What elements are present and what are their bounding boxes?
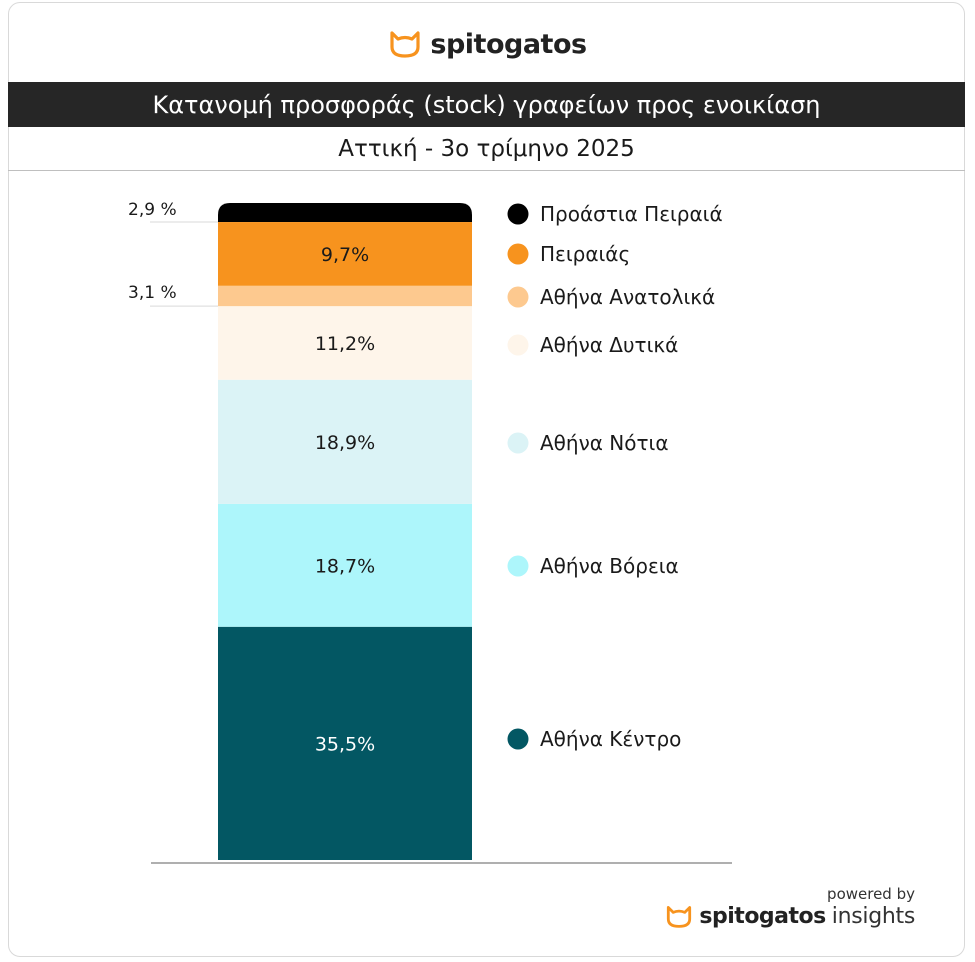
legend-item: Αθήνα Νότια — [507, 431, 669, 455]
legend-item: Αθήνα Βόρεια — [507, 554, 679, 578]
legend-item: Αθήνα Κέντρο — [507, 727, 681, 751]
legend-item: Προάστια Πειραιά — [507, 202, 723, 226]
legend-marker — [507, 334, 529, 356]
data-label: 35,5% — [315, 733, 375, 755]
footer-brand-name: spitogatos — [699, 904, 826, 929]
footer-brand-suffix: insights — [831, 904, 916, 929]
legend-label: Πειραιάς — [540, 242, 630, 266]
brand-name: spitogatos — [430, 28, 587, 60]
bar-segment — [218, 222, 472, 286]
legend-marker — [507, 432, 529, 454]
bar-segment — [218, 203, 472, 223]
legend-marker — [507, 286, 529, 308]
data-label: 18,9% — [315, 432, 375, 454]
legend-label: Αθήνα Βόρεια — [540, 554, 679, 578]
footer-brand: spitogatos insights — [665, 904, 915, 929]
legend-item: Αθήνα Ανατολικά — [507, 285, 715, 309]
legend-item: Αθήνα Δυτικά — [507, 333, 678, 357]
data-label: 3,1 % — [128, 283, 177, 303]
cat-head-icon — [667, 906, 692, 928]
stacked-bar-chart: 35,5% 18,7% 18,9% 11,2% 3,1 % 9,7% 2,9 % Αθήνα … — [128, 200, 732, 864]
powered-by-label: powered by — [827, 885, 915, 903]
legend-marker — [507, 203, 529, 225]
data-label: 2,9 % — [128, 200, 177, 220]
data-label: 11,2% — [315, 333, 375, 355]
legend-label: Αθήνα Ανατολικά — [540, 285, 715, 309]
legend-marker — [507, 555, 529, 577]
bar-segment — [218, 285, 472, 307]
chart-subtitle: Αττική - 3ο τρίμηνο 2025 — [8, 128, 965, 171]
cat-head-icon — [390, 31, 421, 58]
legend-label: Αθήνα Δυτικά — [540, 333, 678, 357]
bar-segment — [218, 306, 472, 380]
legend-label: Αθήνα Νότια — [540, 431, 669, 455]
chart-title: Κατανομή προσφοράς (stock) γραφείων προς… — [8, 82, 965, 127]
legend-label: Αθήνα Κέντρο — [540, 727, 681, 751]
legend-marker — [507, 243, 529, 265]
data-label: 9,7% — [321, 244, 369, 266]
bar-segment — [218, 379, 472, 504]
legend-label: Προάστια Πειραιά — [540, 202, 723, 226]
bar-segment — [218, 626, 472, 860]
card-frame — [8, 2, 965, 957]
bar-segment — [218, 503, 472, 627]
data-label: 18,7% — [315, 555, 375, 577]
legend-marker — [507, 728, 529, 750]
legend-item: Πειραιάς — [507, 242, 630, 266]
brand-header: spitogatos — [0, 26, 975, 62]
